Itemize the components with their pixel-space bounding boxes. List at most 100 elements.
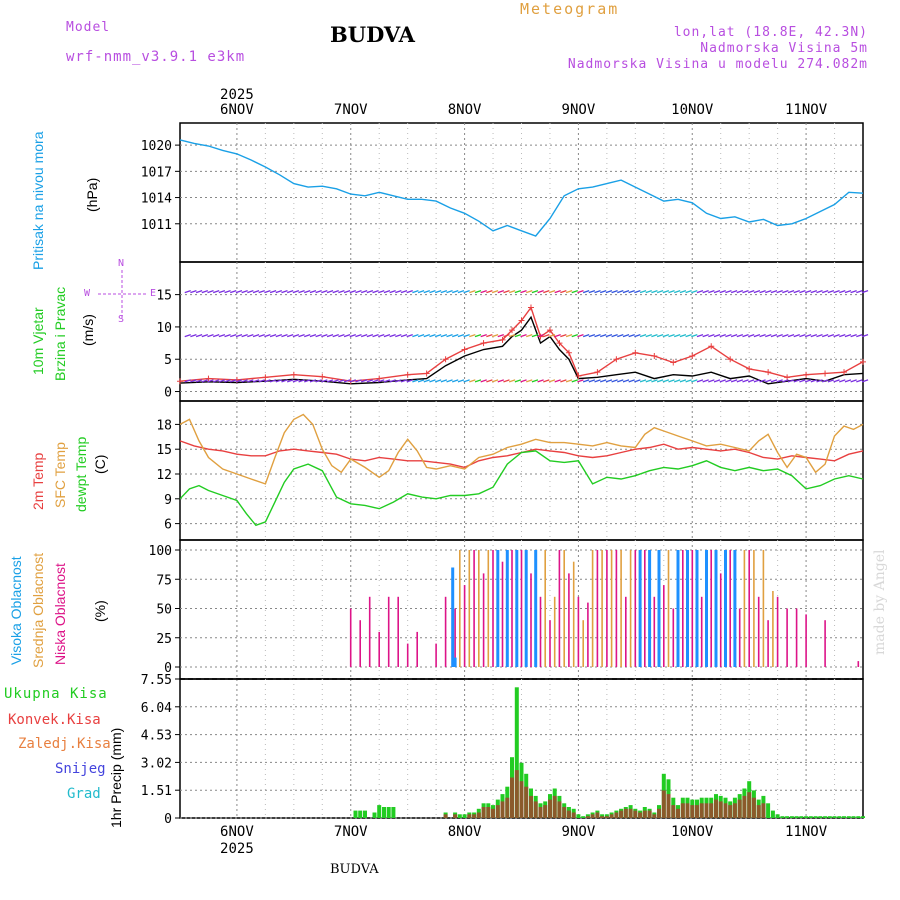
wind-arrow-1 (736, 333, 744, 338)
bar-clouds-0 (857, 661, 860, 667)
wind-arrow-1 (639, 333, 647, 338)
bar-precip-1 (486, 807, 491, 818)
wind-arrow-0 (600, 379, 607, 383)
wind-arrow-2 (611, 290, 618, 294)
wind-arrow-2 (286, 290, 294, 294)
wind-arrow-1 (252, 333, 260, 338)
wind-arrow-2 (281, 290, 288, 294)
bar-precip-1 (585, 816, 590, 818)
ytick-label-pressure: 1020 (141, 139, 172, 154)
bar-precip-1 (695, 805, 699, 818)
wind-arrow-2 (372, 290, 379, 294)
bar-precip-1 (600, 816, 605, 818)
wind-arrow-1 (269, 333, 277, 338)
bar-precip-0 (846, 816, 851, 818)
wind-arrow-0 (218, 379, 226, 383)
bar-precip-0 (353, 810, 358, 818)
wind-arrow-2 (861, 290, 869, 294)
wind-arrow-0 (247, 379, 254, 383)
wind-arrow-0 (497, 379, 504, 383)
bar-precip-1 (552, 795, 557, 818)
bar-precip-1 (476, 812, 481, 818)
bar-precip-1 (519, 781, 524, 818)
bar-precip-1 (751, 797, 756, 818)
wind-arrow-2 (742, 290, 749, 294)
bar-clouds-1 (544, 550, 546, 667)
wind-arrow-1 (577, 333, 584, 338)
wind-arrow-0 (491, 379, 499, 383)
wind-arrow-0 (212, 379, 220, 383)
wind-arrow-1 (241, 333, 248, 338)
bar-precip-0 (837, 816, 842, 818)
wind-arrow-0 (417, 379, 425, 383)
bar-precip-0 (799, 816, 804, 818)
bottom-day-label: 11NOV (785, 824, 828, 840)
bar-precip-1 (732, 803, 737, 818)
wind-arrow-1 (582, 333, 590, 338)
wind-arrow-0 (423, 379, 430, 383)
bar-clouds-2 (453, 657, 457, 667)
wind-arrow-2 (264, 290, 271, 294)
wind-arrow-1 (565, 333, 573, 338)
wind-arrow-1 (406, 333, 413, 338)
bar-precip-1 (514, 770, 519, 818)
wind-arrow-1 (742, 333, 749, 338)
bar-clouds-2 (733, 550, 737, 667)
wind-arrow-0 (275, 379, 283, 383)
bar-precip-1 (761, 803, 766, 818)
wind-arrow-1 (201, 333, 209, 338)
wind-arrow-2 (463, 290, 470, 294)
bar-precip-1 (524, 786, 529, 818)
wind-arrow-1 (543, 333, 550, 338)
bar-clouds-2 (534, 550, 538, 667)
wind-arrow-2 (839, 290, 846, 294)
wind-arrow-2 (605, 290, 613, 294)
bar-precip-0 (775, 814, 780, 818)
bar-clouds-1 (743, 550, 746, 667)
wind-arrow-0 (241, 379, 248, 383)
wind-arrow-2 (406, 290, 413, 294)
bar-precip-0 (823, 816, 828, 818)
wind-arrow-0 (469, 379, 476, 383)
wind-arrow-0 (372, 379, 379, 383)
wind-arrow-1 (332, 333, 339, 338)
wind-arrow-2 (719, 290, 726, 294)
bottom-day-label: 10NOV (671, 824, 714, 840)
bar-clouds-0 (501, 561, 504, 667)
wind-arrow-1 (292, 333, 300, 338)
wind-arrow-0 (696, 379, 704, 383)
bar-precip-1 (533, 801, 538, 818)
wind-arrow-2 (810, 290, 818, 294)
bar-clouds-0 (587, 602, 589, 667)
wind-arrow-2 (674, 290, 681, 294)
gust-marker (594, 369, 601, 376)
bar-clouds-1 (582, 620, 584, 667)
wind-arrow-0 (383, 379, 391, 383)
wind-arrow-0 (520, 379, 527, 383)
wind-arrow-0 (446, 379, 453, 383)
wind-arrow-2 (537, 290, 544, 294)
wind-arrow-1 (286, 333, 294, 338)
ytick-label-wind: 10 (156, 321, 172, 336)
bar-clouds-2 (714, 550, 718, 667)
gust-marker (689, 353, 696, 359)
bar-clouds-0 (672, 608, 675, 667)
wind-arrow-1 (782, 333, 789, 338)
wind-arrow-0 (548, 379, 556, 383)
ytick-label-pressure: 1014 (141, 192, 172, 207)
bar-precip-1 (709, 803, 714, 818)
wind-arrow-1 (218, 333, 226, 338)
wind-arrow-2 (332, 290, 339, 294)
bar-clouds-1 (753, 550, 755, 667)
bar-clouds-0 (644, 550, 646, 667)
bar-clouds-0 (767, 620, 769, 667)
wind-arrow-1 (827, 333, 835, 338)
ytick-label-precip: 7.55 (141, 673, 172, 688)
wind-arrow-1 (719, 333, 726, 338)
wind-arrow-2 (412, 290, 419, 294)
bar-precip-1 (676, 808, 680, 818)
bar-clouds-2 (505, 550, 509, 667)
wind-arrow-1 (275, 333, 283, 338)
wind-arrow-0 (440, 379, 448, 383)
bar-clouds-0 (625, 596, 627, 667)
